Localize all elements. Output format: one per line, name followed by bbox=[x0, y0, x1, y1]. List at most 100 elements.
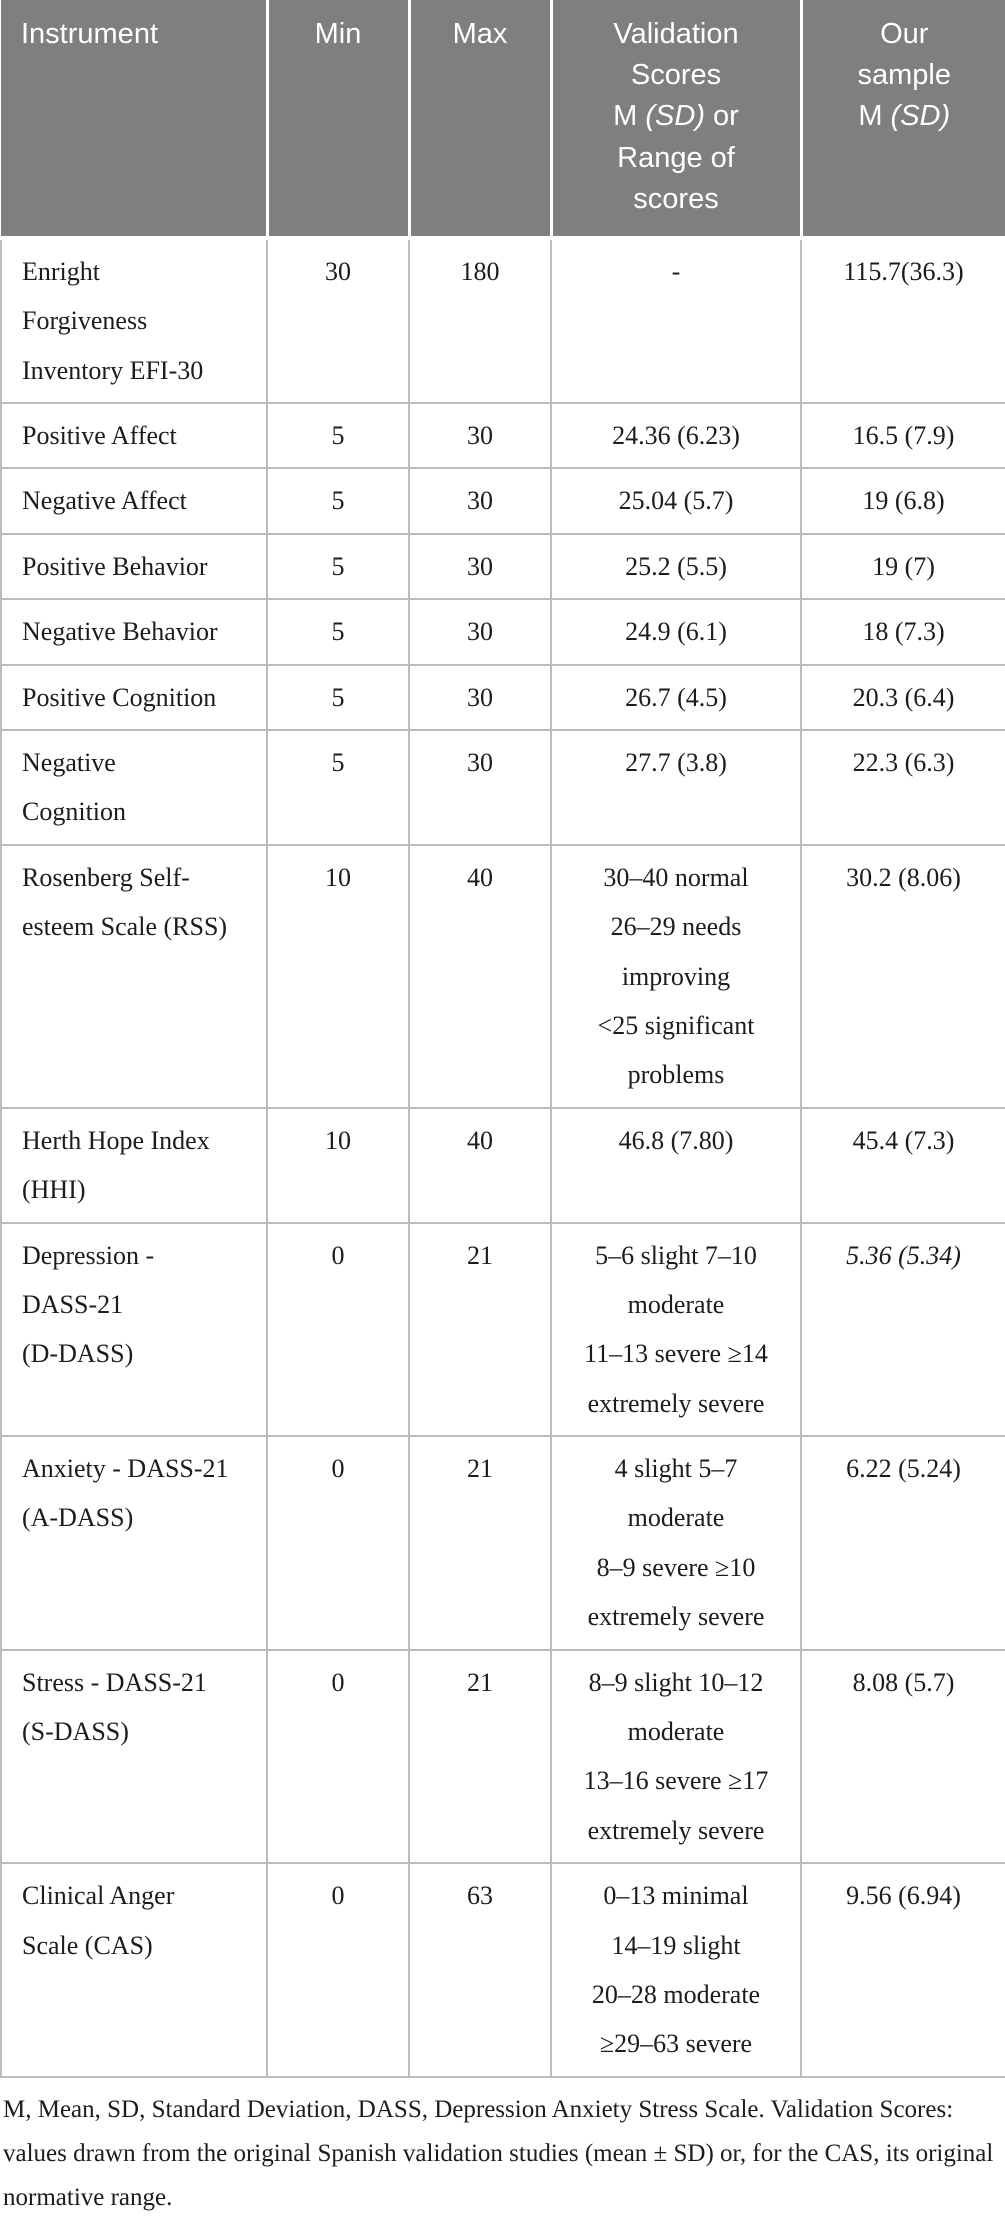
max-cell: 30 bbox=[408, 663, 552, 731]
our-sample-cell: 18 (7.3) bbox=[800, 598, 1005, 666]
max-cell: 30 bbox=[408, 598, 552, 666]
table-row: Positive Cognition 5 30 26.7 (4.5) 20.3 (6.4… bbox=[0, 663, 1005, 731]
our-sample-cell: 115.7(36.3) bbox=[800, 236, 1005, 405]
instrument-cell: Positive Cognition bbox=[0, 663, 268, 731]
min-cell: 10 bbox=[266, 843, 410, 1109]
max-cell: 63 bbox=[408, 1862, 552, 2078]
validation-scores-cell: 46.8 (7.80) bbox=[550, 1106, 802, 1224]
our-sample-cell: 30.2 (8.06) bbox=[800, 843, 1005, 1109]
validation-scores-cell: 27.7 (3.8) bbox=[550, 728, 802, 846]
col-header-validation-line3: M (SD) or bbox=[561, 96, 792, 137]
col-header-validation-line4: Range of bbox=[617, 141, 735, 174]
table-footnote: M, Mean, SD, Standard Deviation, DASS, D… bbox=[3, 2095, 994, 2211]
validation-scores-cell: 30–40 normal 26–29 needs improving <25 s… bbox=[550, 843, 802, 1109]
instrument-cell: Depression - DASS-21 (D-DASS) bbox=[0, 1221, 268, 1438]
col-header-validation-scores: Validation Scores M (SD) or Range of sco… bbox=[551, 0, 803, 240]
validation-scores-cell: 24.9 (6.1) bbox=[550, 598, 802, 666]
table-row: Positive Affect 5 30 24.36 (6.23) 16.5 (7.9) bbox=[0, 402, 1005, 470]
col-header-max: Max bbox=[409, 0, 553, 240]
col-header-validation-line1: Validation bbox=[613, 18, 739, 50]
table-row: Negative Cognition 5 30 27.7 (3.8) 22.3 (6.3… bbox=[0, 728, 1005, 846]
min-cell: 10 bbox=[266, 1106, 410, 1224]
validation-scores-cell: 25.2 (5.5) bbox=[550, 532, 802, 601]
min-cell: 5 bbox=[266, 598, 410, 666]
or-label: or bbox=[704, 100, 739, 133]
min-cell: 0 bbox=[266, 1862, 410, 2078]
col-header-our-sample-line2: sample bbox=[857, 59, 952, 92]
validation-scores-cell: 5–6 slight 7–10 moderate 11–13 severe ≥1… bbox=[550, 1221, 802, 1438]
instrument-cell: Positive Behavior bbox=[0, 532, 268, 601]
max-cell: 180 bbox=[408, 236, 552, 405]
col-header-our-sample: Our sample M (SD) bbox=[801, 0, 1005, 240]
col-header-instrument: Instrument bbox=[1, 0, 269, 240]
table-header: Instrument Min Max Validation Scores M (… bbox=[1, 0, 1005, 240]
our-sample-cell: 9.56 (6.94) bbox=[800, 1862, 1005, 2078]
instrument-cell: Rosenberg Self- esteem Scale (RSS) bbox=[0, 843, 268, 1109]
max-cell: 21 bbox=[408, 1435, 552, 1651]
table-row: Negative Affect 5 30 25.04 (5.7) 19 (6.8) bbox=[0, 467, 1005, 535]
header-row: Instrument Min Max Validation Scores M (… bbox=[1, 0, 1005, 240]
max-cell: 30 bbox=[408, 728, 552, 846]
table-body: Enright Forgiveness Inventory EFI-30 30 18… bbox=[0, 236, 1005, 2078]
table-row: Negative Behavior 5 30 24.9 (6.1) 18 (7.3) bbox=[0, 598, 1005, 666]
min-cell: 0 bbox=[266, 1648, 410, 1865]
sd-label: (SD) bbox=[645, 100, 705, 133]
instrument-cell: Negative Cognition bbox=[0, 728, 268, 846]
max-cell: 40 bbox=[408, 1106, 552, 1224]
col-header-instrument-label: Instrument bbox=[21, 18, 158, 50]
table-row: Herth Hope Index (HHI) 10 40 46.8 (7.80) 45.… bbox=[0, 1106, 1005, 1224]
max-cell: 21 bbox=[408, 1648, 552, 1865]
our-sample-cell: 45.4 (7.3) bbox=[800, 1106, 1005, 1224]
col-header-our-sample-line3: M (SD) bbox=[811, 96, 999, 137]
col-header-validation-line2: Scores bbox=[630, 59, 722, 92]
instrument-cell: Enright Forgiveness Inventory EFI-30 bbox=[0, 236, 268, 405]
validation-scores-table: Instrument Min Max Validation Scores M (… bbox=[0, 0, 1005, 2078]
min-cell: 30 bbox=[266, 236, 410, 405]
instrument-cell: Negative Behavior bbox=[0, 598, 268, 666]
max-cell: 30 bbox=[408, 402, 552, 470]
validation-scores-cell: 26.7 (4.5) bbox=[550, 663, 802, 731]
min-cell: 5 bbox=[266, 532, 410, 601]
our-sample-cell: 16.5 (7.9) bbox=[800, 402, 1005, 470]
min-cell: 5 bbox=[266, 467, 410, 535]
min-cell: 5 bbox=[266, 663, 410, 731]
col-header-min: Min bbox=[267, 0, 411, 240]
max-cell: 40 bbox=[408, 843, 552, 1109]
instrument-cell: Anxiety - DASS-21 (A-DASS) bbox=[0, 1435, 268, 1651]
max-cell: 21 bbox=[408, 1221, 552, 1438]
validation-scores-cell: 24.36 (6.23) bbox=[550, 402, 802, 470]
instrument-cell: Positive Affect bbox=[0, 402, 268, 470]
col-header-max-label: Max bbox=[452, 18, 508, 50]
validation-scores-cell: 0–13 minimal 14–19 slight 20–28 moderate… bbox=[550, 1862, 802, 2078]
our-sample-cell: 19 (7) bbox=[800, 532, 1005, 601]
table-row: Anxiety - DASS-21 (A-DASS) 0 21 4 slight 5–… bbox=[0, 1435, 1005, 1651]
min-cell: 5 bbox=[266, 728, 410, 846]
min-cell: 0 bbox=[266, 1221, 410, 1438]
table-row: Clinical Anger Scale (CAS) 0 63 0–13 minima… bbox=[0, 1862, 1005, 2078]
validation-scores-cell: 8–9 slight 10–12 moderate 13–16 severe ≥… bbox=[550, 1648, 802, 1865]
table-row: Stress - DASS-21 (S-DASS) 0 21 8–9 slight 1… bbox=[0, 1648, 1005, 1865]
instrument-cell: Clinical Anger Scale (CAS) bbox=[0, 1862, 268, 2078]
validation-scores-cell: 4 slight 5–7 moderate 8–9 severe ≥10 ext… bbox=[550, 1435, 802, 1651]
instrument-cell: Stress - DASS-21 (S-DASS) bbox=[0, 1648, 268, 1865]
our-sample-cell: 5.36 (5.34) bbox=[800, 1221, 1005, 1438]
our-sample-cell: 8.08 (5.7) bbox=[800, 1648, 1005, 1865]
our-sample-cell: 22.3 (6.3) bbox=[800, 728, 1005, 846]
validation-scores-cell: 25.04 (5.7) bbox=[550, 467, 802, 535]
table-row: Rosenberg Self- esteem Scale (RSS) 10 40 30… bbox=[0, 843, 1005, 1109]
min-cell: 5 bbox=[266, 402, 410, 470]
min-cell: 0 bbox=[266, 1435, 410, 1651]
instrument-cell: Herth Hope Index (HHI) bbox=[0, 1106, 268, 1224]
max-cell: 30 bbox=[408, 467, 552, 535]
table-row: Enright Forgiveness Inventory EFI-30 30 18… bbox=[0, 236, 1005, 405]
m-label: M bbox=[858, 100, 891, 133]
validation-scores-cell: - bbox=[550, 236, 802, 405]
col-header-our-sample-line1: Our bbox=[880, 18, 929, 50]
m-label: M bbox=[613, 100, 646, 133]
col-header-min-label: Min bbox=[314, 18, 362, 50]
instrument-cell: Negative Affect bbox=[0, 467, 268, 535]
our-sample-cell: 19 (6.8) bbox=[800, 467, 1005, 535]
our-sample-cell: 6.22 (5.24) bbox=[800, 1435, 1005, 1651]
table-row: Depression - DASS-21 (D-DASS) 0 21 5–6 slig… bbox=[0, 1221, 1005, 1438]
our-sample-cell: 20.3 (6.4) bbox=[800, 663, 1005, 731]
